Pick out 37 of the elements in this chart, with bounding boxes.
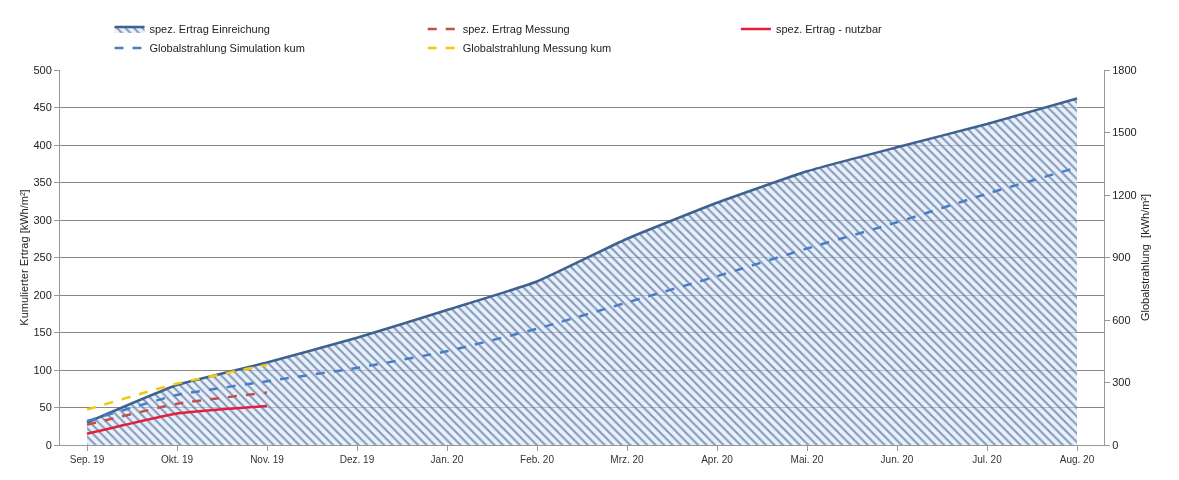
legend-label: spez. Ertrag Einreichung <box>149 23 270 36</box>
x-tick-label: Jul. 20 <box>972 454 1003 465</box>
y-tick-label: 0 <box>45 438 52 451</box>
x-tick-label: Jun. 20 <box>880 454 914 465</box>
y-tick-label: 350 <box>33 176 52 189</box>
x-tick-label: Dez. 19 <box>339 454 375 465</box>
legend-label: Globalstrahlung Messung kum <box>462 42 612 55</box>
y-tick-label: 450 <box>33 101 52 114</box>
x-tick-label: Mai. 20 <box>790 454 824 465</box>
y2-tick-label: 1500 <box>1112 126 1137 139</box>
x-tick-label: Jan. 20 <box>430 454 464 465</box>
y2-tick-label: 1800 <box>1112 63 1137 76</box>
y-tick-label: 400 <box>33 138 52 151</box>
x-tick-label: Mrz. 20 <box>610 454 645 465</box>
y2-axis-title: Globalstrahlung [kWh/m²] <box>1138 193 1151 322</box>
y2-tick-label: 900 <box>1112 251 1131 264</box>
y2-tick-label: 600 <box>1112 313 1131 326</box>
y-tick-label: 50 <box>39 401 52 414</box>
x-tick-label: Nov. 19 <box>250 454 285 465</box>
x-tick-label: Apr. 20 <box>701 454 734 465</box>
y2-tick-label: 0 <box>1112 438 1119 451</box>
legend-label: Globalstrahlung Simulation kum <box>149 42 305 55</box>
y-tick-label: 300 <box>33 213 52 226</box>
y2-tick-label: 300 <box>1112 376 1131 389</box>
x-tick-label: Sep. 19 <box>69 454 105 465</box>
y-tick-label: 150 <box>33 326 52 339</box>
y-tick-label: 200 <box>33 288 52 301</box>
legend-label: spez. Ertrag Messung <box>462 23 570 36</box>
x-tick-label: Okt. 19 <box>160 454 194 465</box>
y-tick-label: 100 <box>33 363 52 376</box>
y-tick-label: 250 <box>33 251 52 264</box>
y2-tick-label: 1200 <box>1112 188 1137 201</box>
legend-label: spez. Ertrag - nutzbar <box>775 23 882 36</box>
x-tick-label: Feb. 20 <box>520 454 555 465</box>
y-axis-title: Kumulierter Ertrag [kWh/m²] <box>18 189 30 326</box>
x-tick-label: Aug. 20 <box>1059 454 1095 465</box>
y-tick-label: 500 <box>33 63 52 76</box>
